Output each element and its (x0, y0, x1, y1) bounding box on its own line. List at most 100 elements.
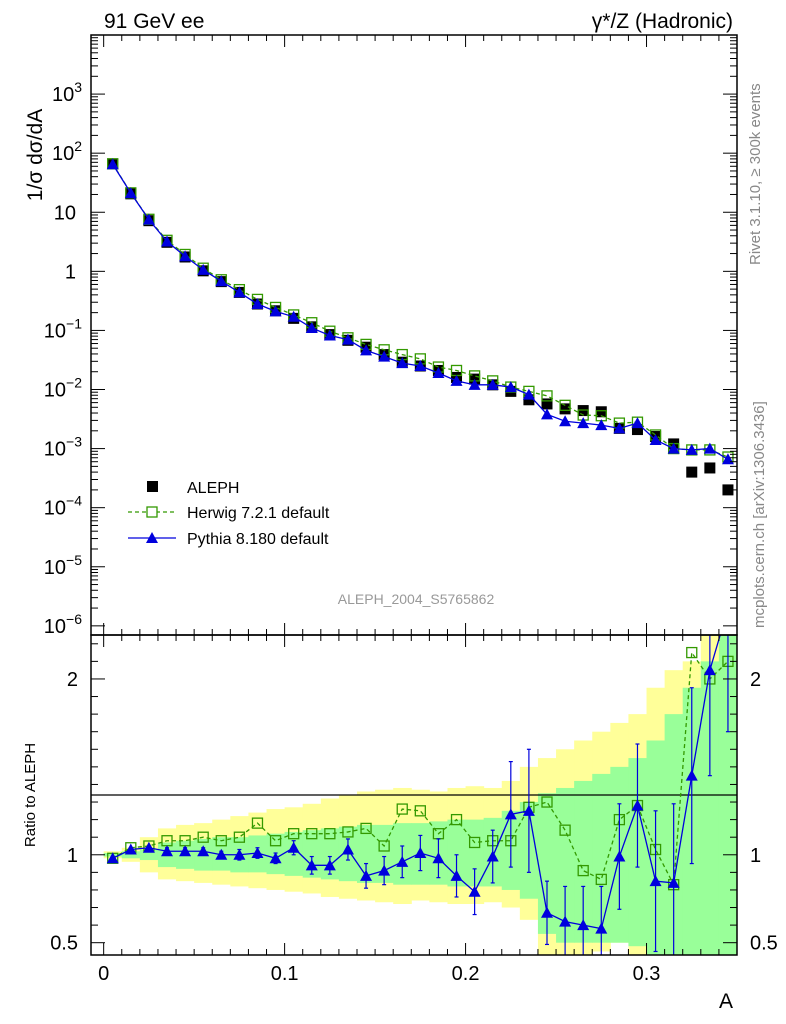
ratio-pythia-8-180-default-marker (577, 919, 590, 931)
legend-marker-herwig (146, 506, 158, 518)
y-tick-label: 10−1 (44, 315, 82, 342)
ratio-herwig-7-2-1-default-marker (559, 824, 571, 836)
main-pythia-8-180-default-marker (323, 329, 336, 341)
ratio-y-axis-title: Ratio to ALEPH (22, 743, 39, 847)
main-pythia-8-180-default-marker (142, 213, 155, 225)
main-pythia-8-180-default-marker (179, 250, 192, 262)
main-pythia-8-180-default-marker (378, 350, 391, 362)
ratio-pythia-8-180-default-marker (541, 906, 553, 918)
main-pythia-8-180-default-marker (504, 381, 517, 393)
ratio-herwig-7-2-1-default-marker (360, 822, 372, 835)
ratio-herwig-7-2-1-default-marker (269, 835, 282, 847)
ratio-pythia-8-180-default-marker (450, 869, 463, 881)
main-herwig-7-2-1-default-line (112, 163, 729, 458)
ratio-herwig-7-2-1-default-marker (215, 835, 227, 847)
main-series-layer (106, 158, 734, 496)
band-statistical-uncertainty-bin (592, 773, 611, 943)
ratio-pythia-8-180-default-marker (378, 864, 391, 876)
main-pythia-8-180-default-marker (233, 286, 246, 298)
ratio-pythia-8-180-default-marker (142, 841, 155, 853)
legend-entry-aleph: ALEPH (147, 480, 239, 497)
x-tick-label: 0.3 (633, 963, 661, 985)
main-pythia-8-180-default-marker (450, 374, 463, 386)
band-statistical-uncertainty-bin (139, 849, 159, 861)
ratio-pythia-8-180-default-marker (269, 852, 282, 864)
ratio-herwig-7-2-1-default-marker (378, 840, 390, 852)
main-pythia-8-180-default-marker (667, 442, 680, 454)
ratio-herwig-7-2-1-default-marker (342, 826, 354, 838)
y-tick-label: 10−4 (44, 493, 82, 520)
y-tick-label: 10 (54, 202, 76, 224)
ratio-pythia-8-180-default-marker (685, 769, 698, 781)
main-pythia-8-180-default-line (112, 163, 729, 460)
main-pythia-8-180-default-marker (305, 321, 318, 333)
analysis-watermark: ALEPH_2004_S5765862 (338, 591, 495, 607)
header-left: 91 GeV ee (104, 10, 204, 33)
main-pythia-8-180-default-marker (396, 357, 409, 369)
ratio-y-tick-label-right: 2 (750, 669, 761, 691)
legend-label-pythia: Pythia 8.180 default (187, 531, 329, 548)
x-tick-label: 0 (98, 963, 109, 985)
main-pythia-8-180-default-marker (685, 443, 698, 455)
ratio-herwig-7-2-1-default-marker (288, 828, 300, 840)
ratio-herwig-7-2-1-default-marker (306, 828, 318, 840)
main-pythia-8-180-default-marker (269, 305, 282, 317)
band-statistical-uncertainty-bin (537, 793, 557, 934)
ratio-pythia-8-180-default-marker (106, 852, 119, 864)
ratio-herwig-7-2-1-default-line (112, 650, 729, 888)
rivet-label: Rivet 3.1.10, ≥ 300k events (747, 83, 764, 265)
y-tick-label: 10−5 (44, 552, 82, 579)
axes-layer: 0 0.1 0.2 0.3 10−6 10−5 10−4 10−3 10−2 10−1 1 10 102… (44, 35, 778, 985)
ratio-pythia-8-180-default-marker (468, 885, 481, 897)
ratio-series-layer (106, 635, 734, 955)
legend-marker-pythia (146, 532, 158, 543)
main-pythia-8-180-default-marker (649, 433, 662, 445)
ratio-pythia-8-180-default-marker (251, 847, 264, 859)
legend-label-herwig: Herwig 7.2.1 default (187, 505, 330, 522)
main-aleph-marker (559, 403, 571, 415)
ratio-panel-frame (90, 634, 738, 956)
ratio-pythia-8-180-default-marker (522, 804, 535, 816)
main-pythia-8-180-default-marker (595, 419, 608, 431)
ratio-pythia-8-180-default-marker (124, 843, 137, 855)
ratio-y-tick-label: 2 (67, 669, 78, 691)
main-pythia-8-180-default-marker (124, 187, 137, 199)
main-herwig-7-2-1-default-marker (559, 399, 571, 411)
ratio-herwig-7-2-1-default-marker (468, 836, 481, 849)
main-pythia-8-180-default-marker (613, 422, 626, 434)
ratio-pythia-8-180-default-marker (360, 869, 373, 881)
ratio-pythia-8-180-default-marker (197, 845, 210, 857)
main-pythia-8-180-default-marker (541, 408, 553, 420)
band-statistical-uncertainty-bin (320, 828, 340, 880)
main-pythia-8-180-default-marker (486, 378, 499, 390)
legend-label-aleph: ALEPH (187, 480, 239, 497)
ratio-pythia-8-180-default-marker (215, 848, 228, 860)
x-tick-label: 0.2 (452, 963, 480, 985)
legend-entry-herwig: Herwig 7.2.1 default (128, 505, 330, 522)
ratio-y-tick-label: 0.5 (50, 933, 78, 955)
ratio-pythia-8-180-default-marker (703, 664, 716, 676)
main-pythia-8-180-default-marker (522, 388, 535, 400)
ratio-pythia-8-180-default-marker (323, 859, 336, 871)
ratio-pythia-8-180-default-marker (559, 915, 572, 927)
ratio-pythia-8-180-default-marker (613, 850, 626, 862)
main-aleph-marker (523, 394, 535, 406)
main-pythia-8-180-default-marker (161, 235, 173, 247)
y-tick-label: 10−6 (44, 611, 82, 638)
ratio-pythia-8-180-default-marker (631, 799, 644, 811)
ratio-y-tick-label-right: 1 (750, 845, 761, 867)
ratio-pythia-8-180-default-marker (179, 845, 192, 857)
ratio-herwig-7-2-1-default-marker (450, 813, 463, 826)
ratio-pythia-8-180-default-marker (486, 850, 499, 862)
legend: ALEPH Herwig 7.2.1 default Pythia 8.180 … (128, 480, 330, 548)
ratio-herwig-7-2-1-default-marker (251, 817, 264, 829)
y-tick-label: 102 (52, 138, 82, 165)
main-pythia-8-180-default-marker (414, 359, 427, 371)
main-aleph-marker (722, 484, 734, 496)
ratio-pythia-8-180-default-marker (649, 875, 662, 887)
legend-marker-aleph (147, 481, 158, 492)
ratio-pythia-8-180-default-marker (396, 855, 409, 867)
ratio-y-tick-label: 1 (67, 845, 78, 867)
x-axis-title: A (719, 990, 733, 1013)
main-y-axis-title: 1/σ dσ/dA (24, 109, 47, 201)
